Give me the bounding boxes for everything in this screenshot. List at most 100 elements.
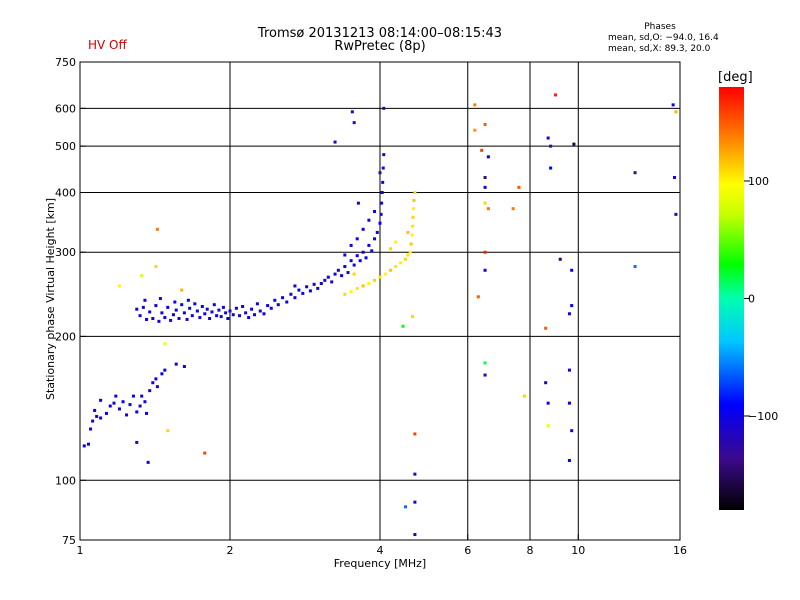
data-point xyxy=(389,268,393,272)
data-point xyxy=(200,304,204,308)
data-point xyxy=(135,410,139,414)
data-point xyxy=(180,288,184,292)
data-point xyxy=(483,175,487,179)
data-point xyxy=(276,303,280,307)
data-point xyxy=(182,311,186,315)
data-point xyxy=(169,318,173,322)
data-point xyxy=(544,326,548,330)
data-point xyxy=(375,230,379,234)
data-point xyxy=(413,533,417,537)
colorbar-ticks: 100 0 −100 xyxy=(744,175,778,423)
data-point xyxy=(483,361,487,365)
data-point xyxy=(403,257,407,261)
data-point xyxy=(406,230,410,234)
data-point xyxy=(394,240,398,244)
data-point xyxy=(517,185,521,189)
data-point xyxy=(121,400,125,404)
data-point xyxy=(511,207,515,211)
data-point xyxy=(205,307,209,311)
data-point xyxy=(546,401,550,405)
data-point xyxy=(140,394,144,398)
data-point xyxy=(117,407,121,411)
data-point xyxy=(195,309,199,313)
data-point xyxy=(378,221,382,225)
data-point xyxy=(185,317,189,321)
colorbar-unit: [deg] xyxy=(718,70,753,85)
data-point xyxy=(231,313,235,317)
data-point xyxy=(367,282,371,286)
data-point xyxy=(293,284,297,288)
data-point xyxy=(190,314,194,318)
data-point xyxy=(413,190,417,194)
data-point xyxy=(373,278,377,282)
data-point xyxy=(355,237,359,241)
data-point xyxy=(411,215,415,219)
data-point xyxy=(367,243,371,247)
data-points xyxy=(82,93,678,537)
data-point xyxy=(141,305,145,309)
data-point xyxy=(336,268,340,272)
data-point xyxy=(553,93,557,97)
y-tick-label: 500 xyxy=(55,140,76,153)
data-point xyxy=(671,103,675,107)
data-point xyxy=(301,291,305,295)
data-point xyxy=(370,249,374,253)
data-point xyxy=(352,121,356,125)
data-point xyxy=(219,315,223,319)
phases-x-stats: mean, sd,X: 89.3, 20.0 xyxy=(608,44,711,54)
data-point xyxy=(203,312,207,316)
y-tick-label: 75 xyxy=(62,534,76,547)
data-point xyxy=(212,303,216,307)
x-tick-label: 16 xyxy=(673,544,687,557)
data-point xyxy=(523,394,527,398)
data-point xyxy=(171,313,175,317)
data-point xyxy=(399,261,403,265)
data-point xyxy=(143,400,147,404)
data-point xyxy=(378,275,382,279)
data-point xyxy=(323,278,327,282)
data-point xyxy=(166,305,170,309)
data-point xyxy=(177,316,181,320)
data-point xyxy=(203,451,207,455)
data-point xyxy=(160,311,164,315)
data-point xyxy=(413,432,417,436)
data-point xyxy=(293,296,297,300)
data-point xyxy=(326,275,330,279)
data-point xyxy=(148,310,152,314)
data-point xyxy=(244,311,248,315)
data-point xyxy=(361,227,365,231)
data-point xyxy=(361,250,365,254)
data-point xyxy=(567,458,571,462)
data-point xyxy=(333,272,337,276)
data-point xyxy=(381,166,385,170)
data-point xyxy=(128,403,132,407)
data-point xyxy=(241,304,245,308)
data-point xyxy=(476,295,480,299)
data-point xyxy=(247,316,251,320)
data-point xyxy=(567,312,571,316)
data-point xyxy=(93,408,97,412)
data-point xyxy=(305,285,309,289)
data-point xyxy=(367,218,371,222)
y-tick-label: 400 xyxy=(55,186,76,199)
data-point xyxy=(633,171,637,175)
data-point xyxy=(330,280,334,284)
data-point xyxy=(117,284,121,288)
data-point xyxy=(349,290,353,294)
data-point xyxy=(411,224,415,228)
data-point xyxy=(221,305,225,309)
data-point xyxy=(473,103,477,107)
data-point xyxy=(412,207,416,211)
data-point xyxy=(406,253,410,257)
data-point xyxy=(297,288,301,292)
data-point xyxy=(104,411,108,415)
data-point xyxy=(483,123,487,127)
data-point xyxy=(346,271,350,275)
data-point xyxy=(549,144,553,148)
data-point xyxy=(361,284,365,288)
data-point xyxy=(154,265,158,269)
data-point xyxy=(151,381,155,385)
data-point xyxy=(273,298,277,302)
data-point xyxy=(389,247,393,251)
